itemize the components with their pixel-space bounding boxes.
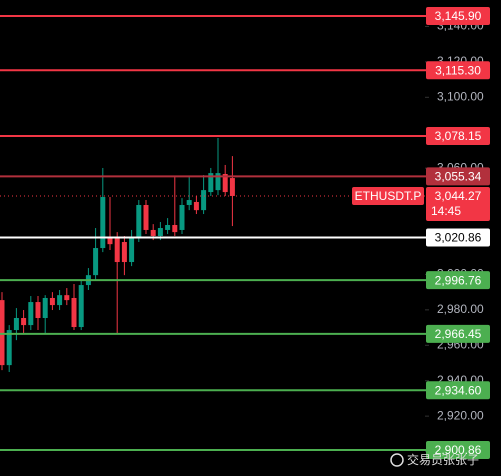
symbol-tag (352, 187, 424, 206)
candle-body (222, 173, 228, 193)
candle-body (215, 173, 221, 191)
price-tag-label: 2,966.45 (435, 327, 482, 341)
y-tick-label: 3,100.00 (437, 89, 484, 103)
current-price-label: 3,044.27 (435, 189, 482, 203)
candle-body (64, 295, 70, 301)
candle-body (150, 229, 156, 236)
price-tag-label: 3,020.86 (435, 231, 482, 245)
watermark-icon (390, 453, 404, 467)
y-tick-label: 2,980.00 (437, 302, 484, 316)
candle-body (0, 300, 5, 366)
candle-body (143, 204, 149, 230)
candle-body (229, 178, 235, 196)
price-tag-label: 2,900.86 (435, 443, 482, 457)
candle-body (179, 204, 185, 230)
candle-body (21, 318, 27, 326)
price-tag-label: 2,934.60 (435, 383, 482, 397)
candle-body (172, 225, 178, 233)
candle-body (201, 190, 207, 211)
current-price-tag (426, 187, 490, 222)
watermark: 交易员张张子 (407, 452, 479, 467)
price-tag (426, 61, 490, 80)
candle-body (121, 242, 127, 263)
price-tag-label: 3,145.90 (435, 9, 482, 23)
price-tag (426, 167, 490, 186)
candle-body (28, 302, 34, 326)
price-tag-label: 3,055.34 (435, 170, 482, 184)
symbol-label: ETHUSDT.P (355, 189, 422, 203)
price-tag (426, 228, 490, 247)
candle-body (78, 285, 84, 328)
candle-body (49, 297, 55, 306)
candle-body (129, 238, 135, 263)
price-tag (426, 6, 490, 25)
countdown-label: 14:45 (431, 204, 461, 218)
candle-body (165, 225, 171, 230)
price-tag (426, 271, 490, 290)
candle-body (71, 297, 77, 328)
candle-body (35, 302, 41, 319)
price-tag (426, 127, 490, 145)
price-tag-label: 2,996.76 (435, 273, 482, 287)
candle-body (93, 248, 99, 276)
price-tag (426, 324, 490, 343)
candle-body (193, 201, 199, 211)
y-tick-label: 2,920.00 (437, 408, 484, 422)
candle-body (157, 228, 163, 236)
candle-body (57, 295, 63, 306)
candle-body (100, 197, 106, 249)
candle-body (136, 204, 142, 239)
candle-body (6, 330, 12, 366)
price-tag (426, 381, 490, 400)
price-tag (426, 441, 490, 460)
candle-body (186, 200, 192, 205)
price-tag-label: 3,078.15 (435, 129, 482, 143)
price-tag-label: 3,115.30 (435, 63, 481, 77)
candle-body (114, 238, 120, 263)
candle-body (208, 173, 214, 193)
candle-body (42, 297, 48, 319)
candle-body (107, 238, 113, 245)
candle-body (13, 318, 19, 331)
